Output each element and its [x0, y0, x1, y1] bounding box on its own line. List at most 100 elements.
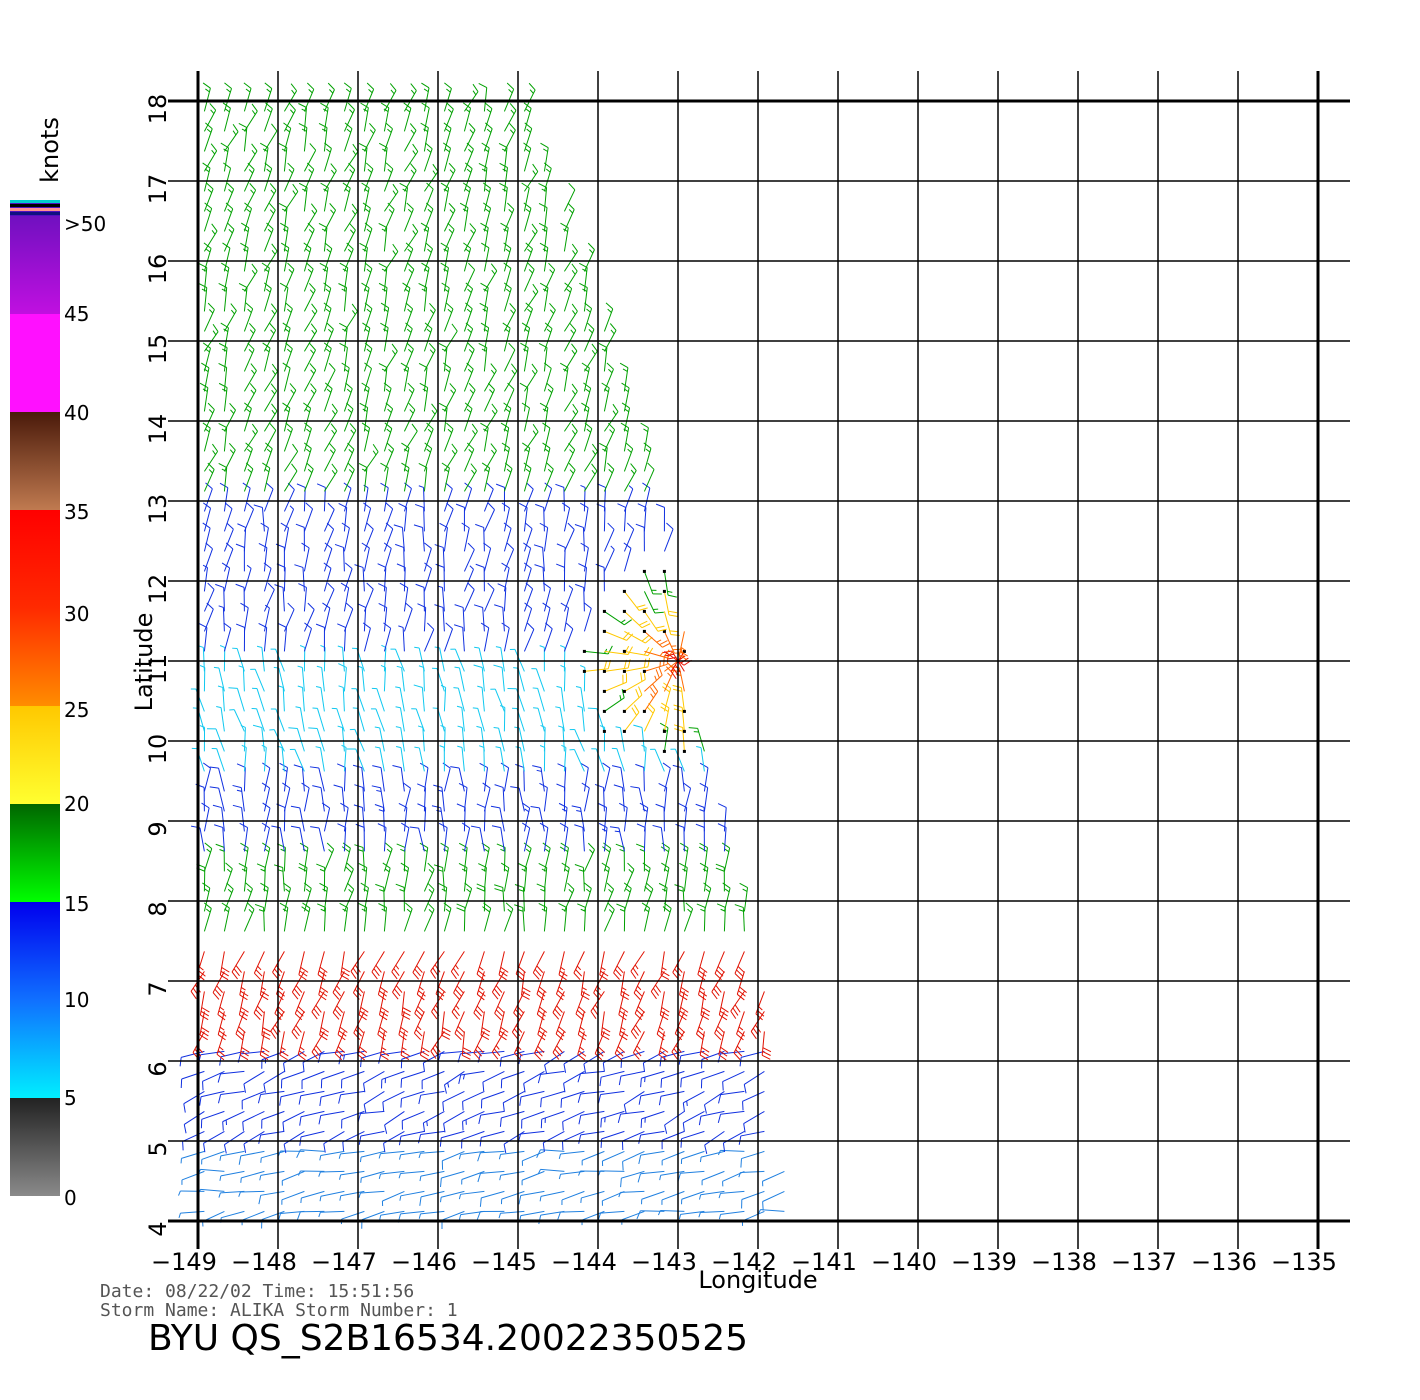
- wind-barb: [371, 785, 385, 812]
- wind-barb: [539, 402, 549, 432]
- wind-barb: [333, 784, 345, 812]
- wind-barb: [681, 1190, 705, 1205]
- wind-barb: [593, 971, 605, 1000]
- wind-barb: [599, 951, 609, 981]
- wind-barb: [480, 1011, 491, 1041]
- wind-barb: [203, 482, 213, 512]
- wind-barb: [494, 991, 505, 1021]
- wind-barb: [443, 162, 456, 192]
- meta-line-storm: Storm Name: ALIKA Storm Number: 1: [100, 1300, 458, 1321]
- wind-barb: [303, 203, 318, 232]
- wind-barb: [338, 1090, 365, 1104]
- wind-barb: [762, 1190, 785, 1211]
- wind-barb: [514, 904, 525, 932]
- wind-barb: [323, 542, 333, 572]
- wind-barb: [500, 705, 506, 732]
- wind-barb: [309, 766, 325, 792]
- wind-barb: [396, 665, 405, 692]
- wind-barb: [274, 584, 285, 612]
- wind-barb: [523, 262, 535, 292]
- wind-barb: [682, 1090, 705, 1112]
- wind-barb: [323, 842, 335, 872]
- wind-barb: [256, 645, 265, 672]
- wind-barb: [223, 522, 234, 552]
- wind-barb: [523, 542, 532, 572]
- wind-barb: [400, 1070, 425, 1088]
- wind-barb: [442, 362, 452, 392]
- wind-barb: [542, 842, 551, 872]
- wind-barb: [521, 802, 531, 832]
- wind-barb: [543, 462, 554, 492]
- wind-barb: [633, 724, 645, 752]
- wind-barb: [319, 1150, 345, 1161]
- wind-barb: [392, 971, 405, 1000]
- wind-barb: [357, 1110, 385, 1123]
- wind-barb: [636, 823, 646, 852]
- wind-barb: [332, 991, 345, 1020]
- wind-barb: [640, 422, 649, 452]
- wind-barb: [202, 564, 208, 592]
- wind-barb: [418, 1090, 445, 1105]
- wind-barb: [619, 802, 628, 832]
- wind-barb: [463, 262, 476, 292]
- colorbar-units: knots: [36, 117, 64, 183]
- wind-barb: [620, 1050, 645, 1068]
- wind-barb: [602, 673, 628, 693]
- wind-barb: [241, 1090, 265, 1110]
- wind-barb: [403, 242, 414, 272]
- wind-barb: [621, 1210, 645, 1225]
- wind-barb: [523, 522, 533, 552]
- wind-barb: [322, 602, 331, 632]
- wind-barb: [618, 1190, 645, 1198]
- wind-barb: [643, 702, 656, 732]
- wind-barb: [443, 502, 454, 532]
- wind-barb: [261, 1110, 285, 1129]
- wind-barb: [498, 1210, 525, 1219]
- wind-barb: [217, 991, 227, 1021]
- wind-barb: [463, 423, 478, 452]
- wind-barb: [218, 382, 228, 412]
- wind-barb: [323, 342, 332, 372]
- wind-barb: [278, 202, 288, 232]
- wind-barb: [483, 502, 495, 532]
- wind-barb: [303, 162, 315, 192]
- wind-barb: [235, 1011, 246, 1041]
- wind-barb: [219, 482, 229, 512]
- wind-barb: [617, 1110, 645, 1124]
- wind-barb: [253, 504, 265, 532]
- wind-barb: [377, 823, 387, 852]
- wind-barb: [239, 971, 249, 1001]
- x-tick-label: −148: [231, 1248, 297, 1276]
- x-tick-label: −143: [631, 1248, 697, 1276]
- wind-barb: [474, 646, 485, 672]
- wind-barb: [215, 843, 225, 872]
- wind-barb: [311, 991, 325, 1020]
- wind-barb: [213, 666, 225, 692]
- wind-barb: [442, 1090, 465, 1111]
- wind-barb: [523, 602, 533, 632]
- wind-barb: [343, 462, 355, 492]
- wind-barb: [594, 783, 605, 812]
- wind-barb: [298, 1090, 325, 1105]
- wind-barb: [534, 1031, 545, 1061]
- wind-barb: [222, 102, 231, 132]
- wind-barb: [463, 342, 475, 372]
- wind-barb: [457, 745, 465, 772]
- wind-barb: [611, 765, 625, 792]
- wind-barb: [577, 705, 585, 732]
- colorbar-segment: [10, 902, 60, 1000]
- wind-barb: [218, 423, 228, 452]
- wind-barb: [263, 423, 277, 452]
- wind-barb: [242, 1110, 265, 1131]
- wind-barb: [383, 343, 398, 372]
- wind-barb: [359, 402, 369, 432]
- wind-barb: [580, 1190, 605, 1203]
- wind-barb: [703, 882, 712, 912]
- wind-barb: [298, 951, 309, 981]
- x-tick-labels: −149 −148 −147 −146 −145 −144 −143 −142 −141 −140…: [151, 1248, 1337, 1276]
- wind-barb: [316, 863, 326, 892]
- wind-barb: [483, 263, 498, 292]
- wind-barb: [555, 1011, 566, 1041]
- wind-barb: [454, 666, 465, 692]
- wind-barb: [440, 724, 446, 752]
